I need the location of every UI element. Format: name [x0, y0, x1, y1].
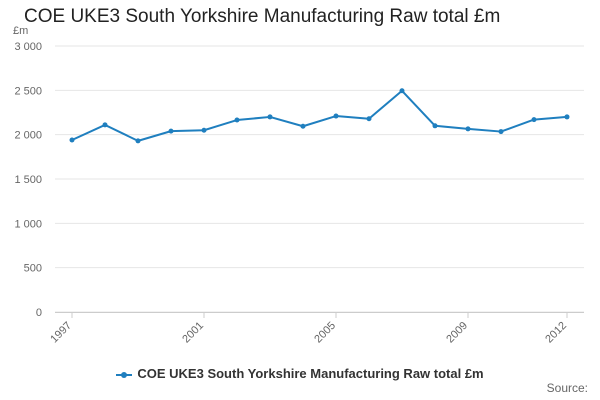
axes: 0 500 1 000 1 500 2 000 2 500 3 000 1997 2001 200… [14, 41, 584, 345]
data-point [564, 114, 570, 120]
data-point [102, 122, 108, 128]
data-point [399, 88, 405, 94]
x-tick-label: 1997 [48, 320, 74, 346]
data-point [300, 123, 306, 129]
x-tick-label: 2005 [312, 320, 338, 346]
y-tick-label: 1 500 [14, 174, 42, 186]
y-tick-label: 3 000 [14, 41, 42, 53]
data-point [234, 117, 240, 123]
data-point [531, 117, 537, 123]
data-point [333, 113, 339, 119]
data-point [465, 126, 471, 132]
data-point [498, 129, 504, 135]
grid-lines [55, 45, 584, 313]
x-tick-label: 2012 [543, 320, 569, 346]
source-label: Source: [546, 381, 588, 395]
data-point [366, 116, 372, 122]
data-point [69, 137, 75, 143]
x-tick-label: 2009 [444, 320, 470, 346]
legend-label: COE UKE3 South Yorkshire Manufacturing R… [137, 366, 484, 381]
data-point [201, 127, 207, 133]
data-point [267, 114, 273, 120]
series-layer [69, 88, 570, 144]
data-point [135, 138, 141, 144]
data-point [168, 128, 174, 134]
x-tick-label: 2001 [180, 320, 206, 346]
chart-title: COE UKE3 South Yorkshire Manufacturing R… [24, 6, 501, 27]
y-tick-label: 500 [24, 263, 42, 275]
y-tick-label: 2 500 [14, 85, 42, 97]
y-tick-label: 2 000 [14, 130, 42, 142]
y-tick-label: 1 000 [14, 218, 42, 230]
series-line [71, 89, 568, 142]
y-axis-unit: £m [13, 25, 29, 37]
legend-line-symbol [116, 371, 133, 379]
legend[interactable]: COE UKE3 South Yorkshire Manufacturing R… [0, 366, 600, 381]
y-tick-label: 0 [36, 307, 42, 319]
data-point [432, 123, 438, 129]
